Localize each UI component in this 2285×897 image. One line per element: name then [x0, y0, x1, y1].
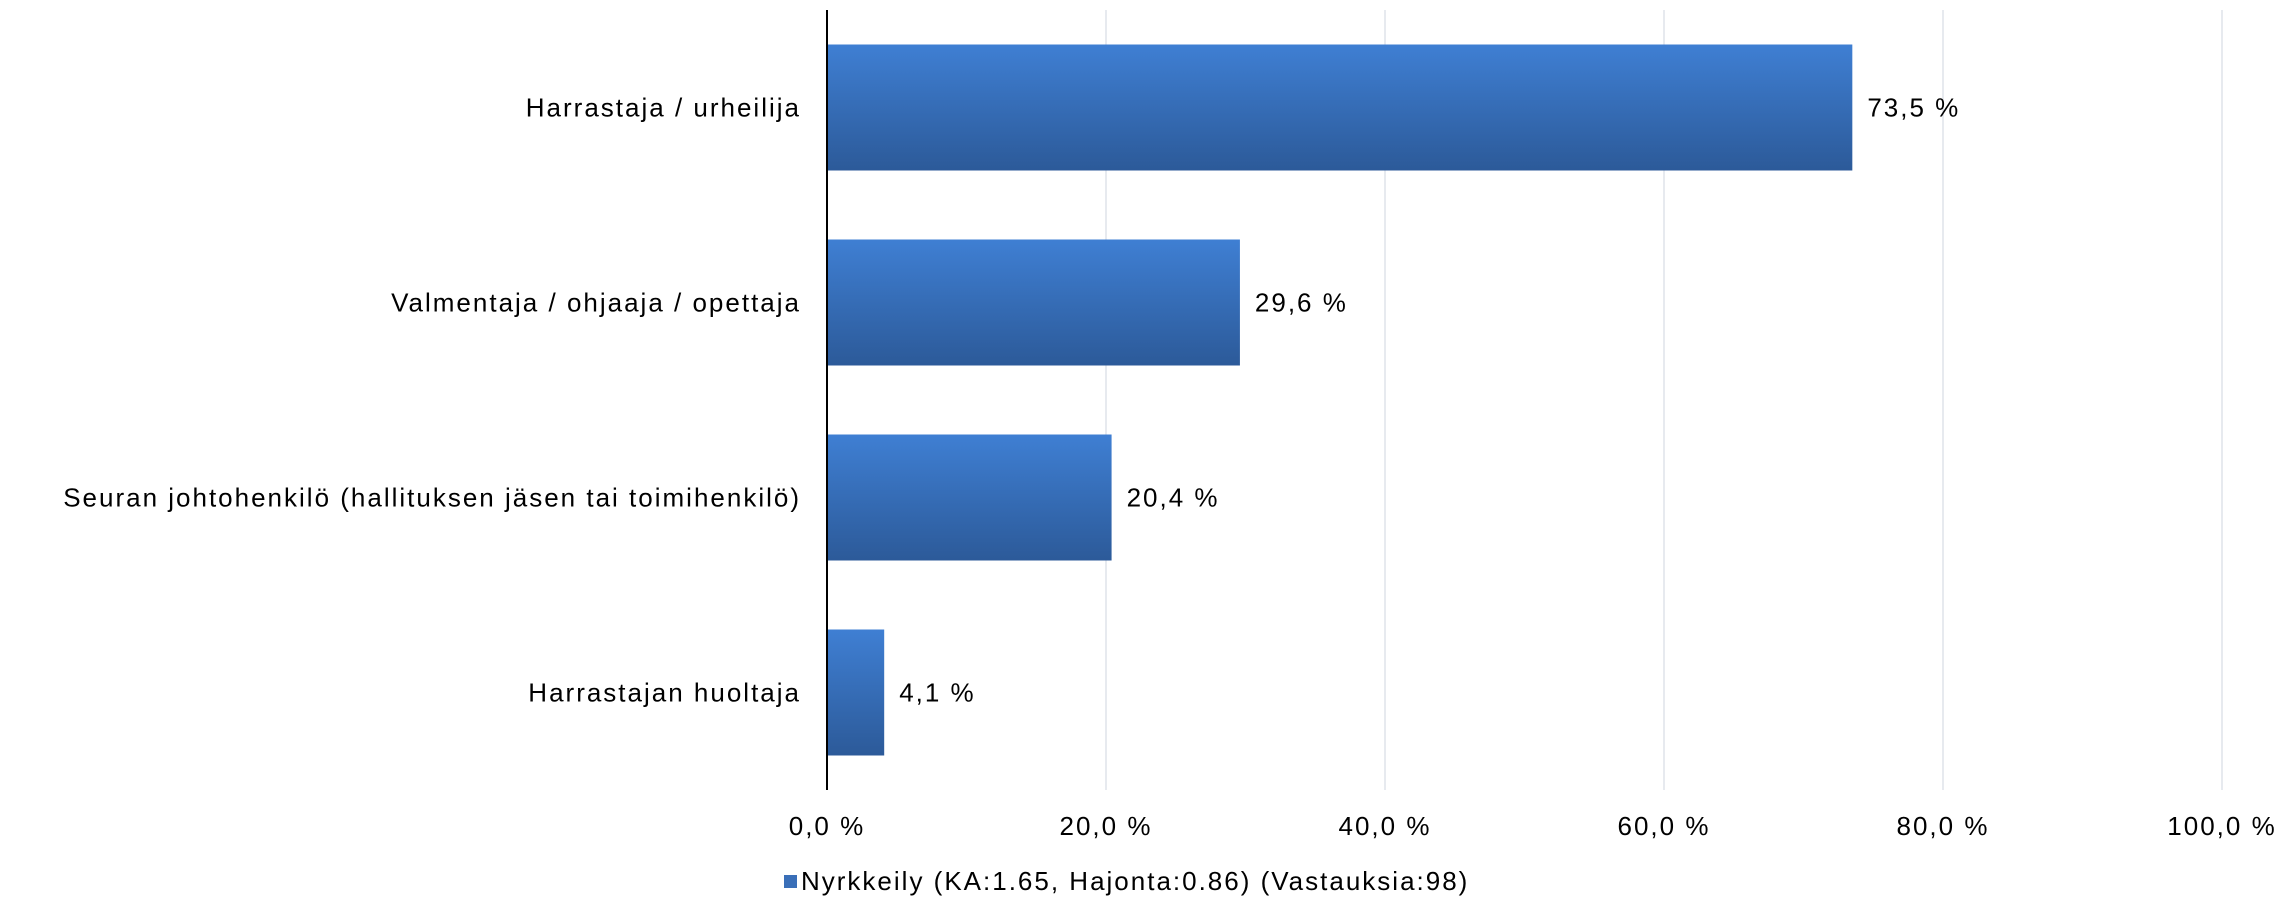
bar [827, 434, 1112, 561]
x-tick-label: 0,0 % [789, 811, 866, 841]
x-tick-label: 80,0 % [1897, 811, 1990, 841]
x-tick-labels: 0,0 % 20,0 % 40,0 % 60,0 % 80,0 % 100,0 % [789, 811, 2276, 841]
bar [827, 239, 1240, 366]
category-label: Harrastajan huoltaja [528, 678, 801, 708]
legend-swatch [784, 874, 797, 888]
data-label: 73,5 % [1867, 93, 1960, 123]
category-label: Harrastaja / urheilija [526, 93, 801, 123]
x-tick-label: 100,0 % [2167, 811, 2276, 841]
data-labels: 73,5 % 29,6 % 20,4 % 4,1 % [899, 93, 1960, 708]
bar-chart: Harrastaja / urheilija Valmentaja / ohjaa… [63, 10, 2276, 841]
category-label: Valmentaja / ohjaaja / opettaja [391, 288, 801, 318]
bars [827, 44, 1853, 756]
category-labels: Harrastaja / urheilija Valmentaja / ohjaa… [63, 93, 801, 708]
legend-label: Nyrkkeily (KA:1.65, Hajonta:0.86) (Vasta… [801, 865, 1470, 896]
x-tick-label: 20,0 % [1060, 811, 1153, 841]
category-label: Seuran johtohenkilö (hallituksen jäsen t… [63, 483, 801, 513]
x-tick-label: 60,0 % [1618, 811, 1711, 841]
data-label: 29,6 % [1255, 288, 1348, 318]
bar [827, 629, 885, 756]
legend: Nyrkkeily (KA:1.65, Hajonta:0.86) (Vasta… [784, 866, 1469, 896]
x-tick-label: 40,0 % [1339, 811, 1432, 841]
bar [827, 44, 1853, 171]
data-label: 20,4 % [1127, 483, 1220, 513]
data-label: 4,1 % [899, 678, 976, 708]
